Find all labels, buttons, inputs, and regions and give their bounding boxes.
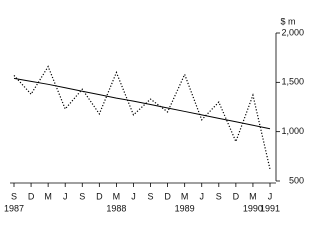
- y-tick-label: 1,500: [281, 77, 304, 87]
- x-tick-label: M: [113, 191, 121, 201]
- x-tick-label: J: [63, 191, 68, 201]
- x-year-label: 1991: [260, 203, 280, 213]
- x-tick-label: S: [216, 191, 222, 201]
- y-axis-label: $ m: [280, 16, 295, 26]
- x-tick-label: J: [268, 191, 273, 201]
- y-tick-label: 2,000: [281, 27, 304, 37]
- x-tick-label: S: [148, 191, 154, 201]
- y-tick-label: 500: [289, 175, 304, 185]
- x-year-label: 1990: [243, 203, 263, 213]
- line-series: [13, 77, 271, 130]
- x-tick-label: D: [233, 191, 240, 201]
- x-year-label: 1989: [175, 203, 195, 213]
- x-tick-label: M: [181, 191, 189, 201]
- x-tick-label: S: [11, 191, 17, 201]
- line-series: [13, 65, 271, 170]
- x-year-label: 1987: [4, 203, 24, 213]
- x-tick-label: M: [44, 191, 52, 201]
- x-tick-label: S: [79, 191, 85, 201]
- y-tick-label: 1,000: [281, 126, 304, 136]
- x-year-label: 1988: [106, 203, 126, 213]
- x-tick-label: J: [199, 191, 204, 201]
- x-tick-label: M: [249, 191, 257, 201]
- x-tick-label: J: [131, 191, 136, 201]
- x-tick-label: D: [96, 191, 103, 201]
- x-tick-label: D: [164, 191, 171, 201]
- x-tick-label: D: [28, 191, 35, 201]
